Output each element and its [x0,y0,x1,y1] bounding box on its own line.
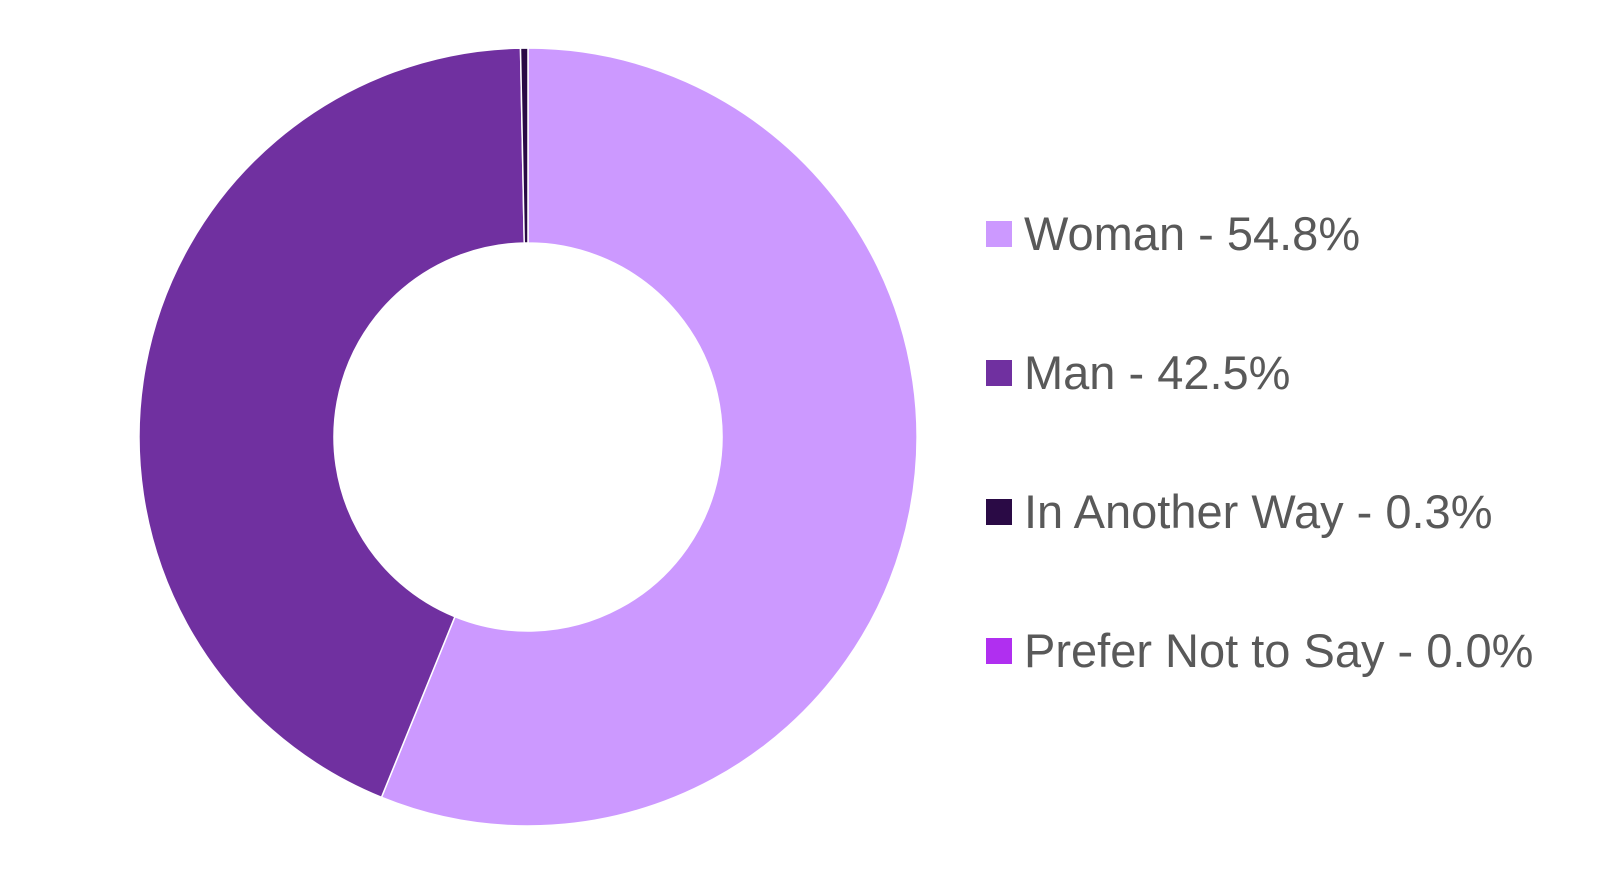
legend-item-another-way: In Another Way - 0.3% [986,484,1533,540]
legend-swatch-prefer-not-to-say [986,638,1012,664]
legend-item-woman: Woman - 54.8% [986,206,1533,262]
legend-item-prefer-not-to-say: Prefer Not to Say - 0.0% [986,623,1533,679]
legend-label-man: Man - 42.5% [1024,346,1291,399]
legend-swatch-woman [986,221,1012,247]
legend-label-another-way: In Another Way - 0.3% [1024,485,1493,538]
chart-legend: Woman - 54.8% Man - 42.5% In Another Way… [986,206,1533,679]
legend-label-prefer-not-to-say: Prefer Not to Say - 0.0% [1024,624,1534,677]
legend-item-man: Man - 42.5% [986,345,1533,401]
legend-swatch-another-way [986,499,1012,525]
donut-slice-1 [138,47,526,799]
legend-swatch-man [986,360,1012,386]
donut-slice-2 [519,47,529,244]
donut-slice-0 [380,47,918,827]
legend-label-woman: Woman - 54.8% [1024,207,1361,260]
